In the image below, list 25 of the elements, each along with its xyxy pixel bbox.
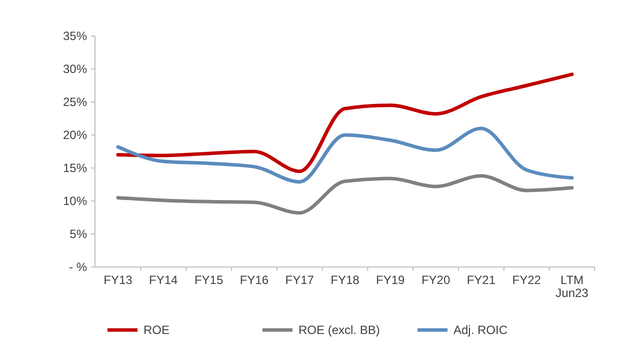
x-tick-label: FY16 <box>240 273 269 287</box>
x-tick-label: FY18 <box>330 273 360 287</box>
y-tick-label: 30% <box>62 62 88 76</box>
y-tick-label: 25% <box>62 95 88 110</box>
x-tick-label: FY15 <box>194 273 224 287</box>
y-tick-label: 20% <box>62 128 88 142</box>
y-tick-label: 15% <box>62 161 88 176</box>
x-tick-label: FY14 <box>149 273 178 287</box>
y-tick-label: 35% <box>62 29 88 44</box>
y-tick-label: 5% <box>70 227 88 242</box>
y-tick-label: - % <box>69 260 88 274</box>
legend-label: ROE <box>144 323 170 338</box>
x-tick-label: FY20 <box>421 273 450 287</box>
y-tick-label: 10% <box>62 194 88 208</box>
x-tick-label: LTM Jun23 <box>556 273 589 300</box>
line-series <box>116 174 574 215</box>
x-tick-label: FY13 <box>104 273 133 287</box>
x-tick-label: FY21 <box>466 273 496 287</box>
line-series <box>116 72 574 174</box>
x-tick-label: FY19 <box>376 273 406 287</box>
legend-label: ROE (excl. BB) <box>298 323 380 338</box>
legend-label: Adj. ROIC <box>454 323 508 338</box>
x-tick-label: FY17 <box>285 273 314 287</box>
line-series <box>116 126 574 184</box>
x-tick-label: FY22 <box>512 273 542 287</box>
